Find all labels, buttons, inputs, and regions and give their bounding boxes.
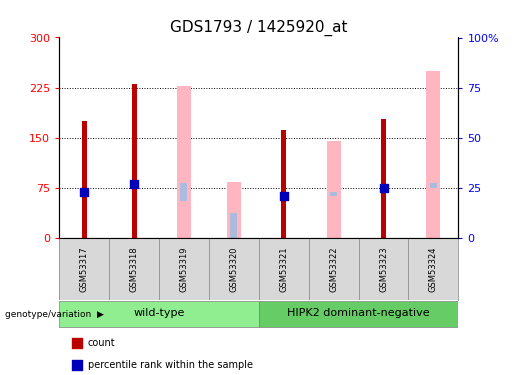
Bar	[327, 141, 340, 238]
Text: GSM53319: GSM53319	[179, 246, 188, 292]
Point	[73, 340, 81, 346]
Bar	[330, 192, 337, 196]
Bar	[82, 121, 87, 238]
Point	[130, 181, 138, 187]
Text: GSM53324: GSM53324	[429, 246, 438, 292]
Text: GSM53320: GSM53320	[229, 246, 238, 292]
Text: GSM53322: GSM53322	[329, 246, 338, 292]
Point	[380, 185, 388, 191]
Point	[80, 189, 88, 195]
Point	[73, 362, 81, 368]
Bar	[59, 302, 259, 327]
Text: GSM53323: GSM53323	[379, 246, 388, 292]
Title: GDS1793 / 1425920_at: GDS1793 / 1425920_at	[170, 20, 348, 36]
Bar	[259, 302, 458, 327]
Point	[280, 193, 288, 199]
Text: genotype/variation  ▶: genotype/variation ▶	[5, 310, 104, 319]
Text: wild-type: wild-type	[133, 309, 185, 318]
Text: count: count	[88, 338, 115, 348]
Bar	[426, 71, 440, 238]
Text: HIPK2 dominant-negative: HIPK2 dominant-negative	[287, 309, 430, 318]
Bar	[381, 119, 386, 238]
Bar	[227, 182, 241, 238]
Bar	[131, 84, 136, 238]
Text: GSM53317: GSM53317	[80, 246, 89, 292]
Text: percentile rank within the sample: percentile rank within the sample	[88, 360, 252, 370]
Text: GSM53318: GSM53318	[130, 246, 139, 292]
Text: GSM53321: GSM53321	[279, 246, 288, 292]
Bar	[281, 130, 286, 238]
Bar	[180, 183, 187, 201]
Bar	[230, 213, 237, 238]
Bar	[430, 183, 437, 188]
Bar	[177, 86, 191, 238]
